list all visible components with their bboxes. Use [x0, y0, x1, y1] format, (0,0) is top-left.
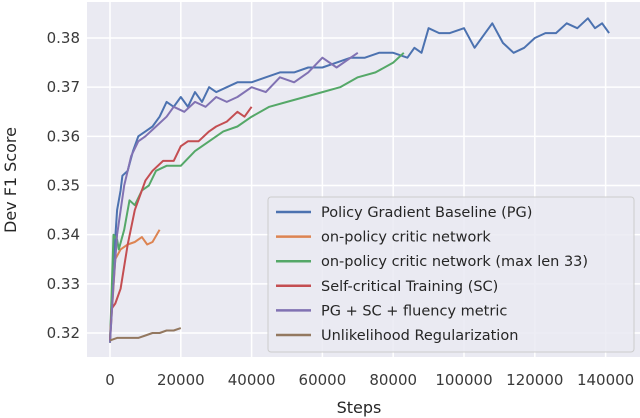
x-axis-ticks: 0 20000 40000 60000 80000 100000 120000 140000 — [105, 371, 634, 389]
series-line-2 — [109, 52, 405, 343]
y-tick-label: 0.33 — [47, 275, 80, 293]
legend-entry-label: on-policy critic network — [321, 230, 491, 246]
y-tick-label: 0.34 — [47, 226, 80, 244]
series-lines — [109, 17, 610, 343]
x-tick-label: 100000 — [435, 371, 492, 389]
y-tick-label: 0.36 — [47, 127, 80, 145]
y-tick-label: 0.38 — [47, 29, 80, 47]
legend: Policy Gradient Baseline (PG) on-policy c… — [267, 196, 635, 353]
legend-entry-label: Unlikelihood Regularization — [321, 328, 518, 344]
legend-entry-label: on-policy critic network (max len 33) — [321, 254, 588, 270]
series-line-4 — [109, 51, 359, 343]
x-tick-label: 40000 — [228, 371, 276, 389]
y-axis-label: Dev F1 Score — [1, 127, 20, 233]
x-tick-label: 80000 — [369, 371, 417, 389]
series-line-1 — [109, 229, 161, 341]
legend-entry-label: Self-critical Training (SC) — [321, 279, 498, 295]
legend-entry-label: Policy Gradient Baseline (PG) — [321, 205, 532, 221]
series-line-3 — [109, 106, 253, 341]
x-tick-label: 120000 — [506, 371, 563, 389]
series-line-5 — [109, 327, 182, 342]
y-tick-label: 0.37 — [47, 78, 80, 96]
legend-box — [267, 196, 635, 353]
y-tick-label: 0.32 — [47, 324, 80, 342]
legend-entry-label: PG + SC + fluency metric — [321, 303, 507, 319]
series-line-0 — [109, 17, 610, 341]
x-tick-label: 20000 — [157, 371, 205, 389]
x-tick-label: 0 — [105, 371, 115, 389]
x-tick-label: 140000 — [577, 371, 634, 389]
x-tick-label: 60000 — [299, 371, 347, 389]
y-tick-label: 0.35 — [47, 177, 80, 195]
x-axis-label: Steps — [337, 398, 382, 417]
y-axis-ticks: 0.32 0.33 0.34 0.35 0.36 0.37 0.38 — [47, 29, 80, 342]
